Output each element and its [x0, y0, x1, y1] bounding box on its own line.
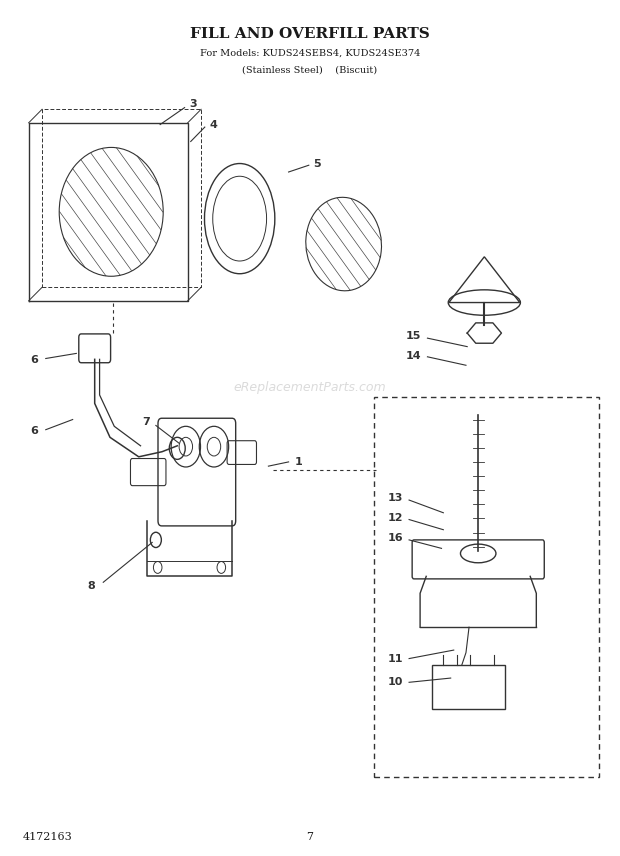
Text: 3: 3 — [189, 99, 197, 110]
Text: 7: 7 — [142, 417, 150, 427]
Text: 16: 16 — [388, 533, 403, 544]
Bar — [374, 397, 600, 777]
Text: 1: 1 — [294, 457, 303, 467]
Text: 4: 4 — [209, 120, 217, 129]
Text: 12: 12 — [388, 513, 403, 523]
Text: 14: 14 — [405, 351, 422, 361]
Text: 11: 11 — [388, 654, 403, 663]
Text: (Stainless Steel)    (Biscuit): (Stainless Steel) (Biscuit) — [242, 66, 378, 74]
Text: 6: 6 — [30, 426, 38, 437]
Text: 10: 10 — [388, 677, 403, 687]
Text: 8: 8 — [87, 580, 95, 591]
Text: 15: 15 — [406, 331, 422, 342]
Text: 7: 7 — [306, 831, 314, 841]
Bar — [432, 665, 505, 710]
Text: 6: 6 — [30, 355, 38, 366]
Text: For Models: KUDS24SEBS4, KUDS24SE374: For Models: KUDS24SEBS4, KUDS24SE374 — [200, 49, 420, 58]
Text: 13: 13 — [388, 493, 403, 503]
Text: FILL AND OVERFILL PARTS: FILL AND OVERFILL PARTS — [190, 27, 430, 41]
Text: eReplacementParts.com: eReplacementParts.com — [234, 381, 386, 394]
Text: 5: 5 — [313, 158, 321, 169]
Text: 4172163: 4172163 — [22, 831, 73, 841]
